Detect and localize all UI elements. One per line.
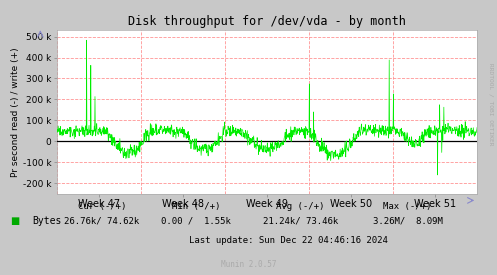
- Text: 26.76k/ 74.62k: 26.76k/ 74.62k: [64, 217, 140, 226]
- Text: 21.24k/ 73.46k: 21.24k/ 73.46k: [263, 217, 338, 226]
- Text: Avg (-/+): Avg (-/+): [276, 202, 325, 211]
- Text: Bytes: Bytes: [32, 216, 62, 226]
- Text: Cur (-/+): Cur (-/+): [78, 202, 126, 211]
- Title: Disk throughput for /dev/vda - by month: Disk throughput for /dev/vda - by month: [128, 15, 406, 28]
- Text: 3.26M/  8.09M: 3.26M/ 8.09M: [373, 217, 442, 226]
- Text: Munin 2.0.57: Munin 2.0.57: [221, 260, 276, 269]
- Text: Min (-/+): Min (-/+): [172, 202, 221, 211]
- Text: RRDTOOL / TOBI OETIKER: RRDTOOL / TOBI OETIKER: [489, 63, 494, 146]
- Text: 0.00 /  1.55k: 0.00 / 1.55k: [162, 217, 231, 226]
- Text: Max (-/+): Max (-/+): [383, 202, 432, 211]
- Y-axis label: Pr second read (-) / write (+): Pr second read (-) / write (+): [11, 47, 20, 177]
- Text: ■: ■: [10, 216, 19, 226]
- Text: Last update: Sun Dec 22 04:46:16 2024: Last update: Sun Dec 22 04:46:16 2024: [189, 236, 388, 245]
